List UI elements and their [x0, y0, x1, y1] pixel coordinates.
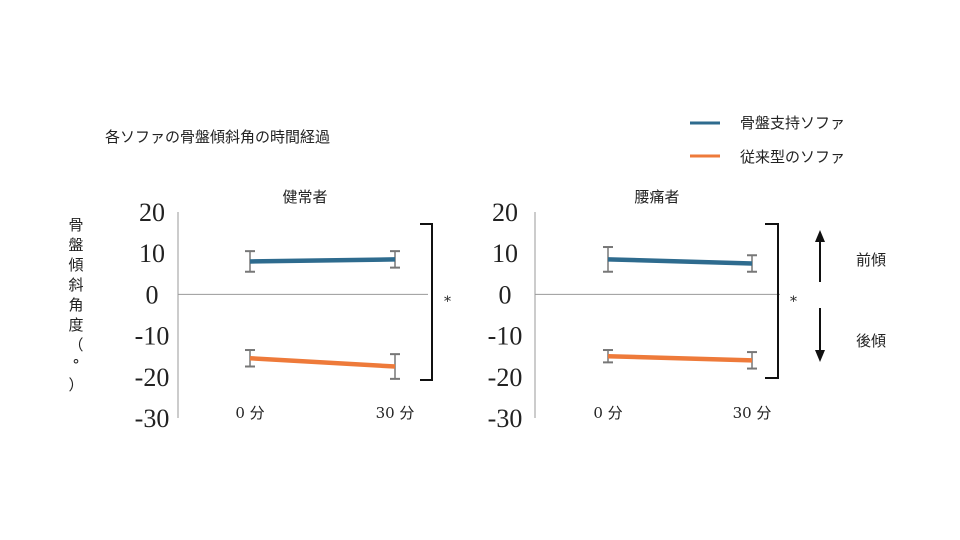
y-tick-label: 10	[139, 239, 165, 268]
x-category-label: 0 分	[235, 404, 264, 422]
series-line	[249, 356, 396, 369]
y-tick-label: -30	[135, 404, 170, 433]
y-axis-label-char: ）	[68, 376, 83, 394]
panel-title: 腰痛者	[634, 188, 679, 206]
y-axis-label-char: 角	[68, 296, 83, 314]
significance-bracket-low-back-pain: *	[765, 223, 797, 379]
panel-healthy: 健常者 20 10 0 -10 -20 -30 0 分 30 分	[135, 188, 428, 433]
series-1	[603, 349, 757, 370]
series-line	[607, 257, 753, 266]
series-0	[245, 250, 400, 273]
y-axis-label-char: 盤	[68, 236, 83, 254]
forward-tilt-arrow	[815, 230, 825, 282]
significance-mark-healthy: *	[444, 294, 451, 310]
y-tick-label: 20	[492, 198, 518, 227]
y-axis-label-char: （	[68, 336, 83, 354]
y-tick-label: -30	[488, 404, 523, 433]
x-category-label: 30 分	[376, 404, 415, 422]
y-tick-label: 10	[492, 239, 518, 268]
y-axis-label-char: 度	[68, 316, 83, 334]
y-axis-label-char: 斜	[68, 276, 83, 294]
y-tick-label: 0	[499, 280, 512, 309]
significance-bracket-healthy: *	[420, 223, 451, 381]
y-tick-label: 20	[139, 198, 165, 227]
y-tick-label: -10	[488, 322, 523, 351]
backward-tilt-arrow	[815, 308, 825, 362]
y-tick-label: -20	[488, 363, 523, 392]
y-tick-label: -20	[135, 363, 170, 392]
forward-tilt-label: 前傾	[856, 251, 886, 269]
series-1	[245, 349, 400, 380]
y-tick-label: 0	[146, 280, 159, 309]
panel-title: 健常者	[282, 188, 327, 206]
x-category-label: 0 分	[593, 404, 622, 422]
legend: 骨盤支持ソファ 従来型のソファ	[690, 114, 845, 166]
legend-label-conventional: 従来型のソファ	[740, 148, 845, 166]
series-0	[603, 246, 757, 273]
series-line	[607, 353, 753, 363]
significance-mark-low-back-pain: *	[790, 294, 797, 310]
panel-low-back-pain: 腰痛者 20 10 0 -10 -20 -30 0 分 30 分	[488, 188, 780, 433]
chart-title: 各ソファの骨盤傾斜角の時間経過	[105, 128, 330, 146]
backward-tilt-label: 後傾	[856, 332, 886, 350]
x-category-label: 30 分	[733, 404, 772, 422]
y-tick-label: -10	[135, 322, 170, 351]
series-line	[249, 257, 396, 264]
y-axis-label-char: 傾	[68, 256, 83, 274]
y-axis-label-char: °	[72, 356, 80, 374]
y-axis-label-char: 骨	[68, 216, 83, 234]
legend-label-pelvic-support: 骨盤支持ソファ	[740, 114, 845, 132]
